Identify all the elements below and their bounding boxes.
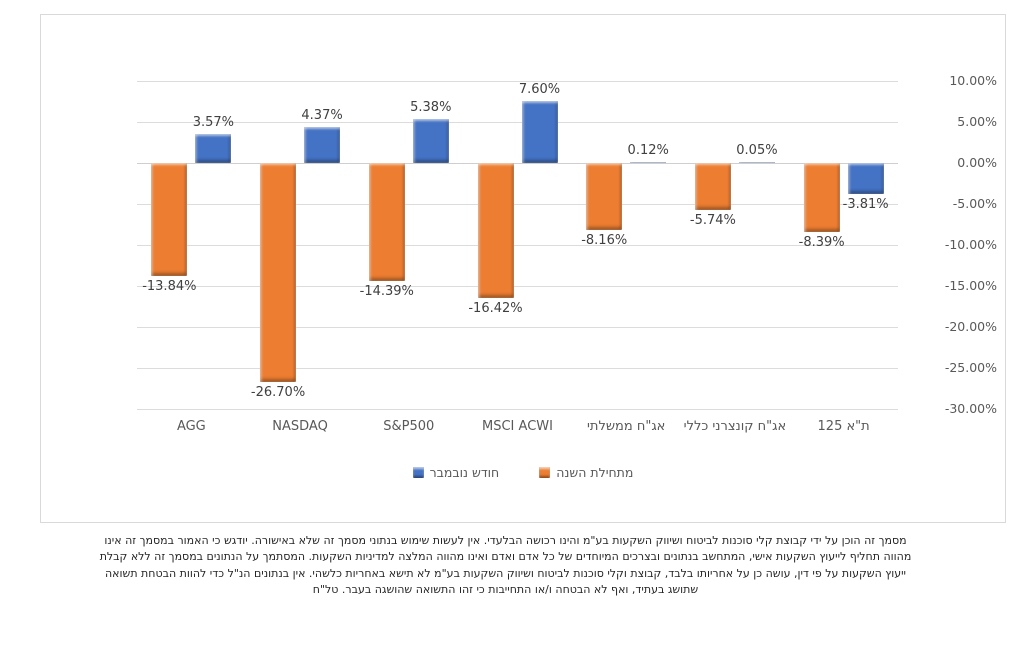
bar-value-label: -16.42% <box>468 300 523 316</box>
gridline <box>137 408 898 410</box>
y-axis-tick-label: -30.00% <box>944 401 997 416</box>
category-axis-label: אג"ח קונצרני כללי <box>683 419 787 434</box>
y-axis-tick-label: 5.00% <box>957 114 997 129</box>
y-axis-tick-label: -15.00% <box>944 278 997 293</box>
bar-ytd <box>586 163 623 230</box>
bar-november <box>195 133 232 163</box>
legend-swatch-icon <box>412 467 424 478</box>
bar-value-label: -5.74% <box>689 213 736 229</box>
category-axis-label: MSCI ACWI <box>482 419 553 434</box>
gridline <box>137 80 898 82</box>
disclaimer-line: שתושג בעתיד, ואף לא הבטחה ו/או התחייבות … <box>312 583 699 597</box>
bar-value-label: 5.38% <box>410 99 452 115</box>
gridline <box>137 244 898 246</box>
gridline <box>137 203 898 205</box>
legend-item: חודש נובמבר <box>412 465 500 480</box>
category-axis-label: AGG <box>176 419 206 434</box>
bar-ytd <box>151 163 188 277</box>
bar-value-label: 4.37% <box>301 108 343 124</box>
performance-bar-chart: 10.00% 5.00% 0.00% -5.00% -10.00% -15.00% -20.… <box>40 14 1006 523</box>
disclaimer-line: מסמך זה הוכן על ידי קבוצת קלי סוכנות לבי… <box>104 534 907 547</box>
y-axis-tick-label: -20.00% <box>944 319 997 334</box>
y-axis-tick-label: 10.00% <box>949 73 997 88</box>
gridline <box>137 367 898 369</box>
bar-value-label: -8.39% <box>798 234 845 250</box>
legend-swatch-icon <box>539 467 551 478</box>
bar-value-label: -14.39% <box>359 283 414 299</box>
bar-ytd <box>477 163 514 298</box>
legend-label: מתחילת השנה <box>556 465 634 480</box>
category-axis-label: NASDAQ <box>272 419 328 434</box>
gridline <box>137 121 898 123</box>
bar-value-label: -3.81% <box>842 197 889 213</box>
bar-ytd <box>803 163 840 232</box>
legend-item: מתחילת השנה <box>539 465 633 480</box>
bar-november <box>630 162 667 163</box>
bar-ytd <box>260 163 297 382</box>
bar-ytd <box>368 163 405 281</box>
bar-value-label: -26.70% <box>250 384 306 400</box>
bar-value-label: -13.84% <box>142 279 197 295</box>
bar-value-label: 0.05% <box>736 143 778 158</box>
bar-value-label: 3.57% <box>192 114 234 130</box>
bar-ytd <box>694 163 731 211</box>
disclaimer-text: מסמך זה הוכן על ידי קבוצת קלי סוכנות לבי… <box>28 533 983 599</box>
y-axis-tick-label: 0.00% <box>957 155 997 170</box>
disclaimer-line: מהווה תחליף לייעוץ השקעות אישי, המתחשב ב… <box>99 550 912 564</box>
gridline <box>137 326 898 328</box>
axis-zero-line <box>137 162 898 164</box>
bar-november <box>304 127 341 163</box>
chart-legend: חודש נובמבר מתחילת השנה <box>41 465 1005 480</box>
y-axis-tick-label: -25.00% <box>944 360 997 375</box>
bar-november <box>738 162 775 163</box>
y-axis-tick-label: -5.00% <box>952 196 997 211</box>
disclaimer-line: ייעוץ השקעות על פי דין, עושה כן על אחריו… <box>104 566 906 580</box>
bar-november <box>412 118 449 163</box>
bar-value-label: 7.60% <box>518 81 561 97</box>
bar-november <box>521 100 558 163</box>
bar-november <box>847 163 884 195</box>
bar-value-label: 0.12% <box>627 143 669 158</box>
legend-label: חודש נובמבר <box>429 465 500 480</box>
category-axis-label: S&P500 <box>383 419 435 434</box>
bar-value-label: -8.16% <box>581 232 628 248</box>
gridline <box>137 285 898 287</box>
y-axis-tick-label: -10.00% <box>944 237 997 252</box>
category-axis-label: אג"ח ממשלתי <box>587 419 666 434</box>
category-axis-label: ת"א 125 <box>817 419 870 434</box>
